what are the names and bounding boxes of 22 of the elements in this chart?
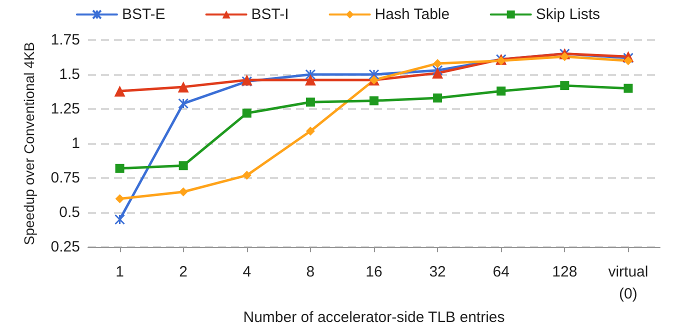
y-tick-label: 1.5	[59, 66, 80, 84]
x-tick-label: 32	[429, 264, 446, 281]
y-tick-label: 1.75	[50, 32, 80, 48]
x-tick-label: 2	[179, 264, 188, 281]
y-tick-label: 1	[72, 135, 80, 152]
y-tick-label: 0.25	[50, 238, 80, 256]
x-axis-title: Number of accelerator-side TLB entries	[243, 309, 505, 326]
x-tick-label: 128	[552, 264, 578, 281]
legend-label: Hash Table	[374, 6, 450, 23]
x-tick-label: 8	[306, 264, 315, 281]
x-tick-label: virtual (0)	[608, 264, 648, 303]
x-tick-label: 4	[242, 264, 252, 281]
y-axis-title: Speedup over Conventional 4KB	[21, 42, 37, 246]
x-tick-label: 64	[492, 264, 510, 281]
legend-label: BST-E	[122, 6, 166, 23]
y-tick-label: 0.75	[50, 170, 80, 187]
y-tick-label: 1.25	[50, 100, 80, 118]
legend-label: Skip Lists	[536, 6, 600, 23]
y-tick-label: 0.5	[59, 204, 80, 222]
x-tick-label: 16	[366, 264, 382, 281]
x-tick-label: 1	[116, 264, 124, 281]
legend-label: BST-I	[251, 6, 289, 23]
